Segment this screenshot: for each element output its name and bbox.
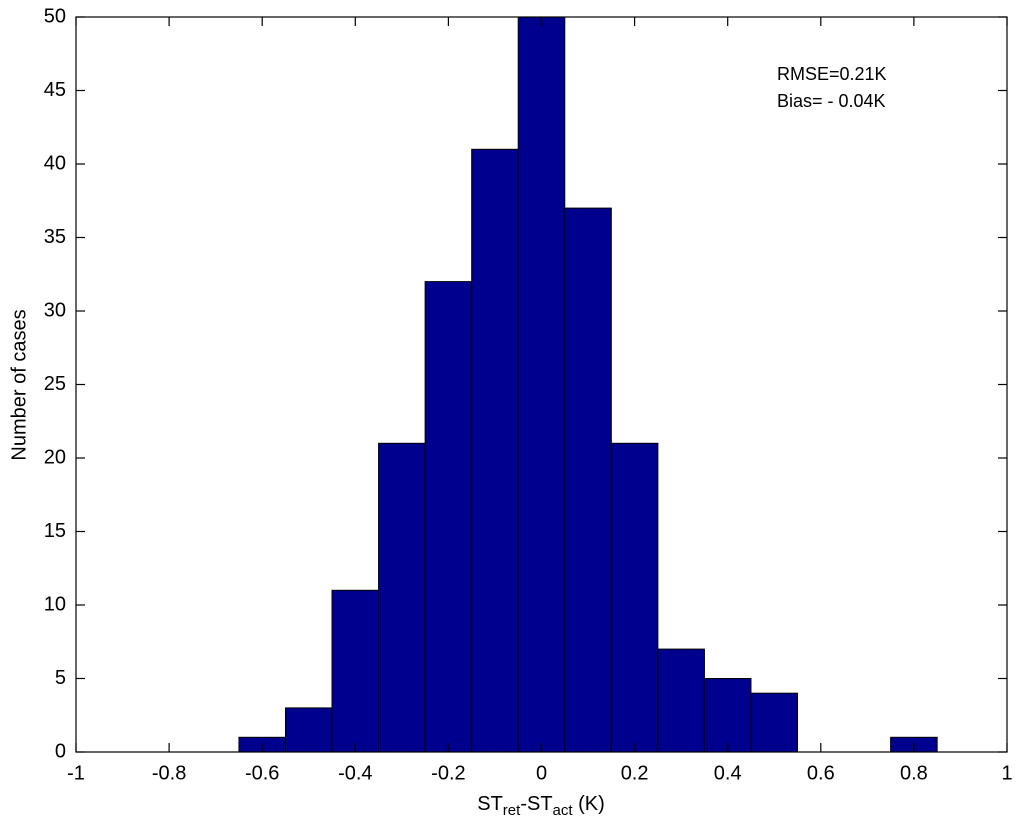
x-tick-label: 0.6 [807,762,835,784]
x-axis-label-part: -ST [520,793,552,815]
bar [331,589,380,753]
y-tick-label: 10 [44,593,66,615]
x-tick-label: 0.2 [621,762,649,784]
x-tick-label: 0.4 [714,762,742,784]
x-tick-label: -0.6 [245,762,279,784]
x-axis-label: STret-STact (K) [477,793,605,819]
x-tick-label: 0.8 [900,762,928,784]
y-tick-label: 35 [44,226,66,248]
bar [750,692,799,753]
bar [564,207,612,753]
y-tick-label: 30 [44,299,66,321]
x-tick-label: -0.2 [431,762,465,784]
y-tick-label: 15 [44,520,66,542]
y-tick-label: 0 [55,740,66,762]
bar [703,678,752,753]
y-tick-label: 45 [44,79,66,101]
y-tick-label: 25 [44,373,66,395]
annotation: RMSE=0.21K [777,64,887,84]
bar [284,707,333,753]
y-axis-label: Number of cases [8,309,30,460]
bar [610,442,659,753]
bar [378,442,426,753]
x-axis-label-part: ret [503,802,521,819]
x-tick-label: -1 [67,762,85,784]
x-tick-label: -0.8 [152,762,186,784]
x-axis-label-part: act [553,802,574,819]
bar [471,148,519,753]
bar [517,16,566,753]
x-axis-label-part: (K) [573,793,605,815]
annotation: Bias= - 0.04K [777,91,886,111]
x-axis-label-part: ST [477,793,503,815]
y-tick-label: 5 [55,667,66,689]
y-tick-label: 20 [44,446,66,468]
y-tick-label: 40 [44,152,66,174]
x-tick-label: 1 [1001,762,1012,784]
x-tick-label: 0 [536,762,547,784]
bar [657,648,705,753]
y-tick-label: 50 [44,5,66,27]
bar [424,281,473,753]
x-tick-label: -0.4 [338,762,372,784]
